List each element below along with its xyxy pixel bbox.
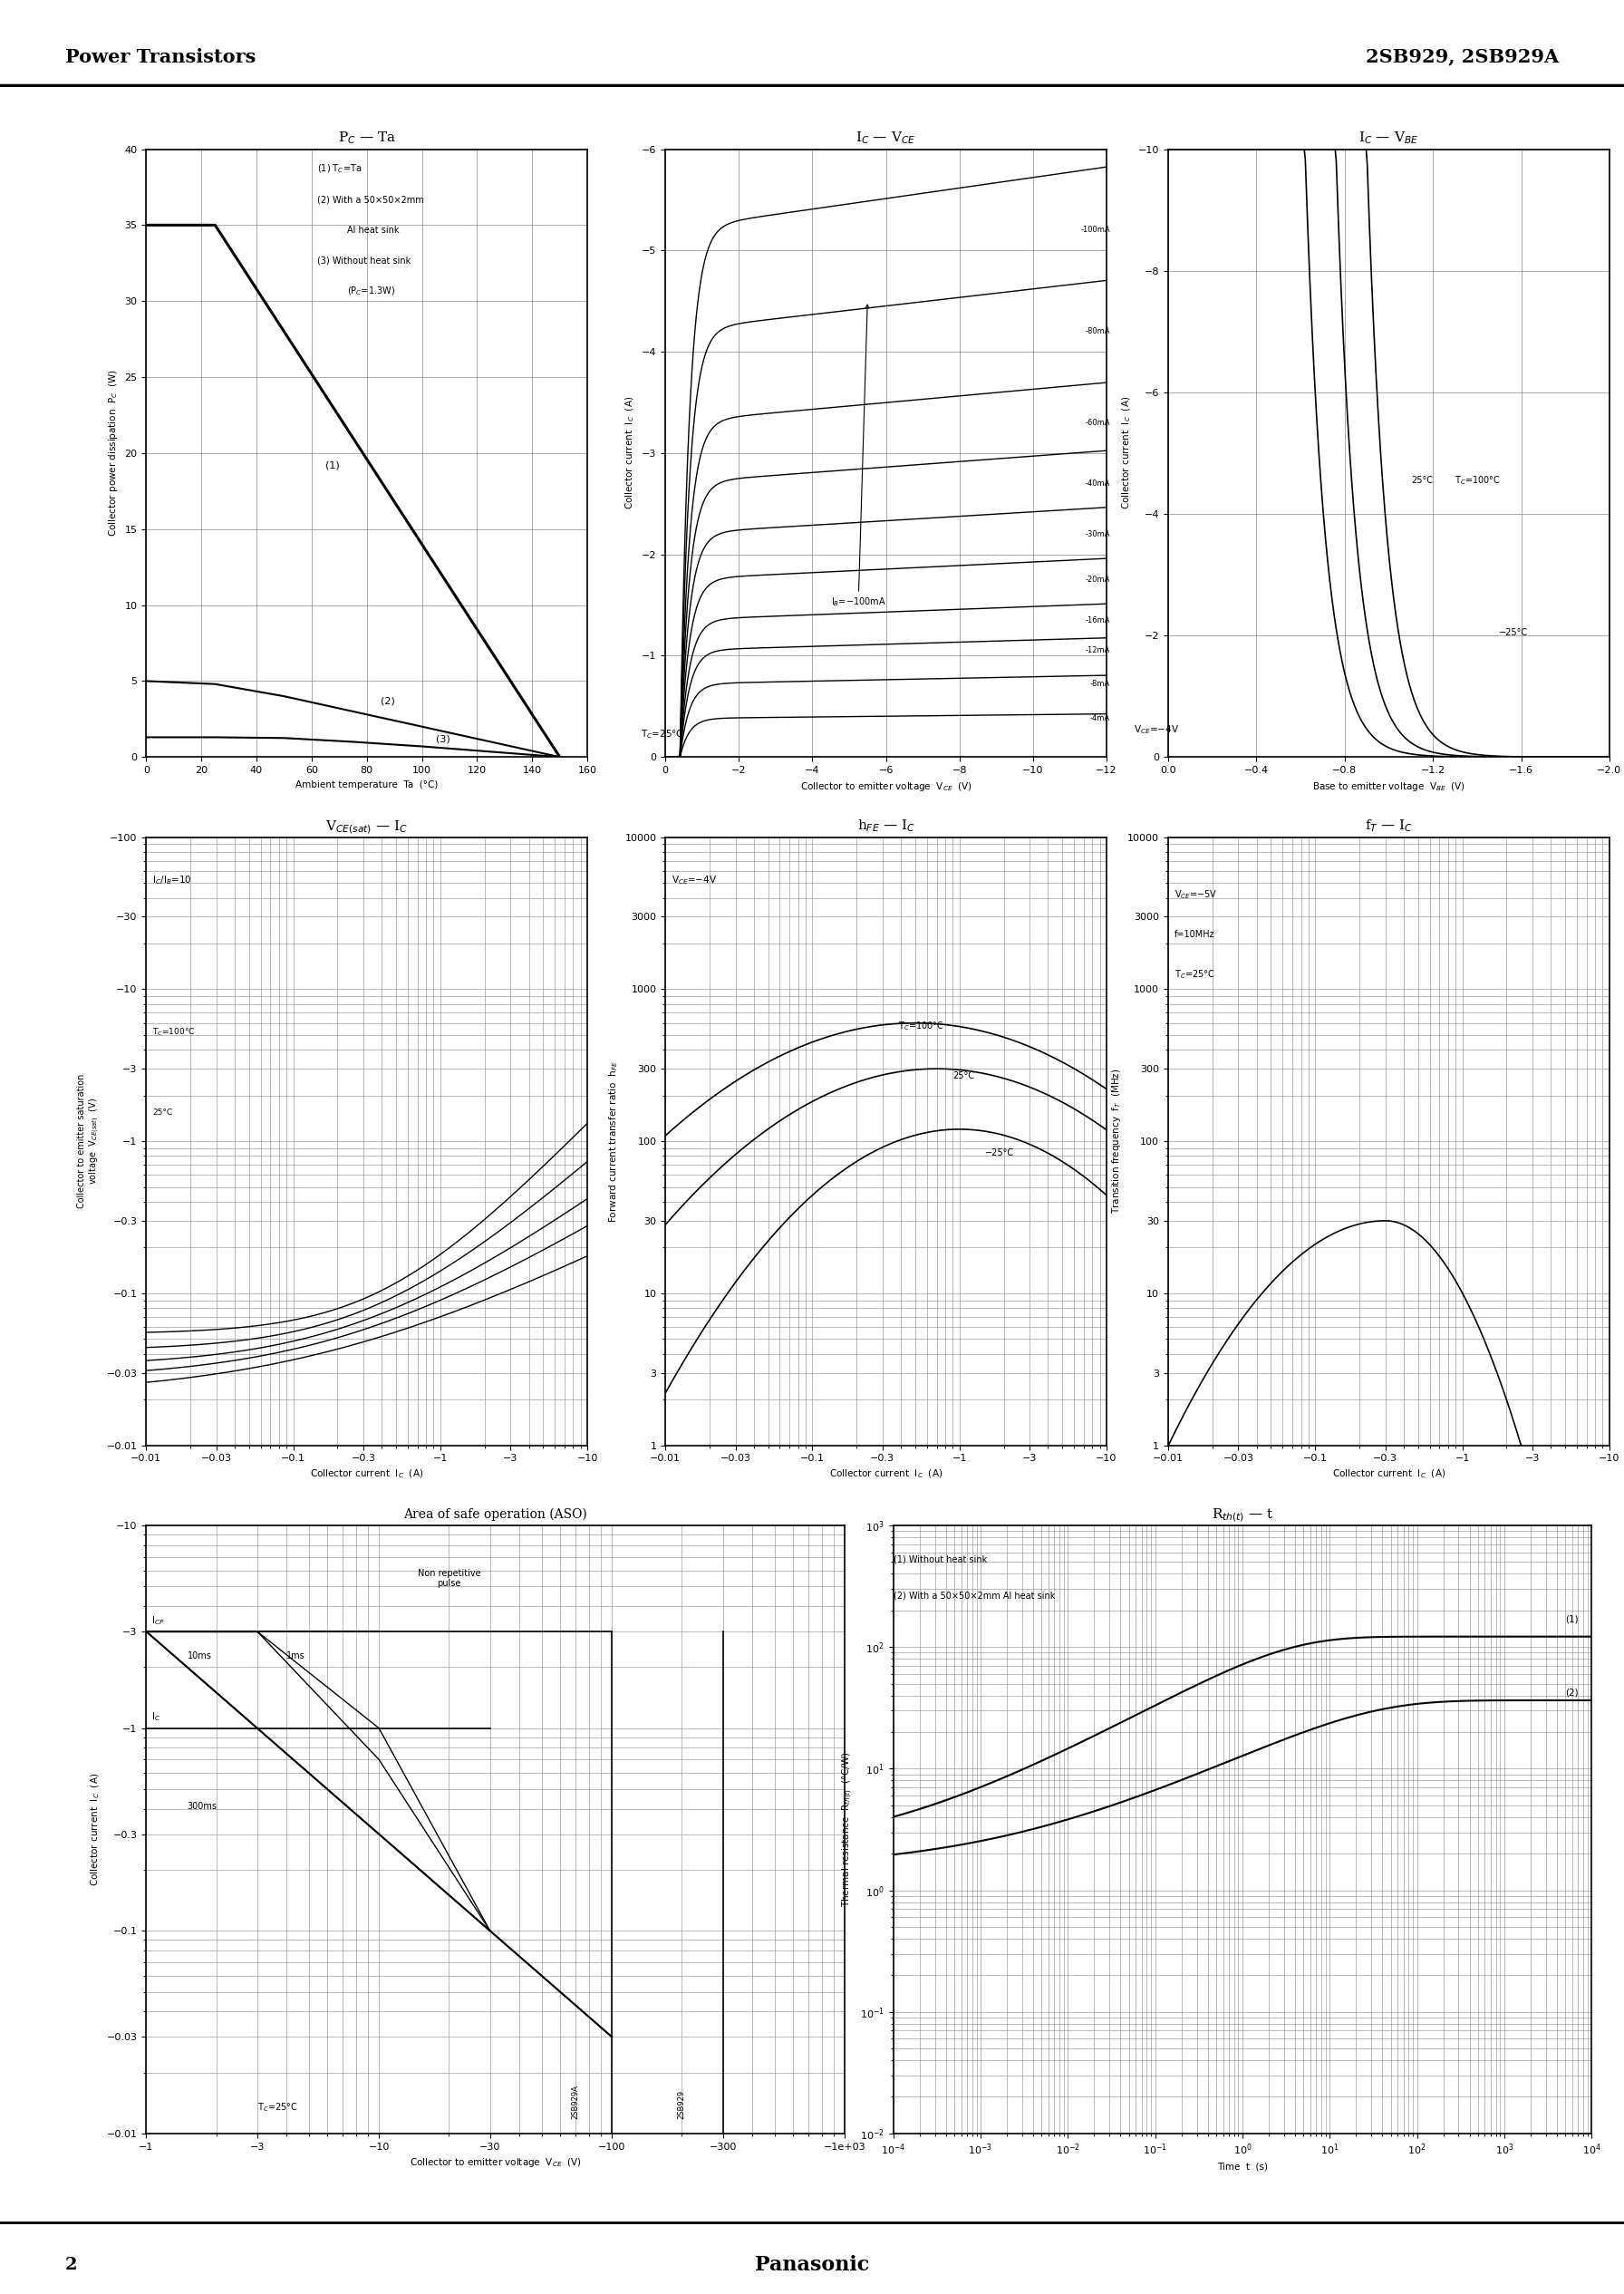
- Text: (3): (3): [435, 734, 450, 743]
- Y-axis label: Collector power dissipation  P$_C$  (W): Collector power dissipation P$_C$ (W): [107, 369, 120, 537]
- Title: Area of safe operation (ASO): Area of safe operation (ASO): [403, 1507, 588, 1521]
- Title: I$_C$ — V$_{BE}$: I$_C$ — V$_{BE}$: [1359, 131, 1419, 147]
- Y-axis label: Forward current transfer ratio  h$_{FE}$: Forward current transfer ratio h$_{FE}$: [607, 1060, 620, 1223]
- Text: (2) With a 50×50×2mm: (2) With a 50×50×2mm: [317, 195, 424, 204]
- X-axis label: Base to emitter voltage  V$_{BE}$  (V): Base to emitter voltage V$_{BE}$ (V): [1312, 780, 1465, 794]
- Text: 300ms: 300ms: [187, 1801, 218, 1810]
- Title: R$_{th(t)}$ — t: R$_{th(t)}$ — t: [1212, 1507, 1273, 1523]
- Y-axis label: Thermal resistance  R$_{th(t)}$  (°C/W): Thermal resistance R$_{th(t)}$ (°C/W): [841, 1753, 854, 1906]
- X-axis label: Collector to emitter voltage  V$_{CE}$  (V): Collector to emitter voltage V$_{CE}$ (V…: [799, 780, 973, 794]
- Text: T$_C$=25°C: T$_C$=25°C: [640, 727, 684, 741]
- Text: 25°C: 25°C: [1411, 477, 1432, 486]
- Text: T$_C$=100°C: T$_C$=100°C: [1455, 475, 1501, 486]
- X-axis label: Collector current  I$_C$  (A): Collector current I$_C$ (A): [310, 1468, 424, 1480]
- Text: -100mA: -100mA: [1080, 227, 1111, 234]
- Text: Non repetitive
pulse: Non repetitive pulse: [417, 1569, 481, 1587]
- Text: −25°C: −25°C: [986, 1149, 1015, 1158]
- X-axis label: Collector current  I$_C$  (A): Collector current I$_C$ (A): [830, 1468, 942, 1480]
- Y-axis label: Collector current  I$_C$  (A): Collector current I$_C$ (A): [89, 1773, 102, 1886]
- Text: -12mA: -12mA: [1085, 647, 1111, 654]
- Text: T$_C$=25°C: T$_C$=25°C: [257, 2101, 297, 2113]
- X-axis label: Collector to emitter voltage  V$_{CE}$  (V): Collector to emitter voltage V$_{CE}$ (V…: [409, 2156, 581, 2170]
- Title: h$_{FE}$ — I$_C$: h$_{FE}$ — I$_C$: [857, 819, 914, 835]
- Text: (2): (2): [380, 697, 395, 707]
- Y-axis label: Collector current  I$_C$  (A): Collector current I$_C$ (A): [1121, 397, 1134, 509]
- Text: -30mA: -30mA: [1085, 530, 1111, 539]
- Text: I$_{CP}$: I$_{CP}$: [151, 1615, 164, 1626]
- Text: 2SB929, 2SB929A: 2SB929, 2SB929A: [1366, 48, 1559, 67]
- Text: -80mA: -80mA: [1085, 328, 1111, 335]
- Text: -4mA: -4mA: [1090, 713, 1111, 723]
- Title: P$_C$ — Ta: P$_C$ — Ta: [338, 131, 396, 147]
- Text: 10ms: 10ms: [187, 1652, 211, 1661]
- Text: T$_C$=100°C: T$_C$=100°C: [898, 1019, 945, 1032]
- Text: 25°C: 25°C: [153, 1108, 172, 1117]
- Text: (1): (1): [1566, 1615, 1579, 1624]
- X-axis label: Time  t  (s): Time t (s): [1216, 2163, 1268, 2172]
- Text: I$_B$=−100mA: I$_B$=−100mA: [831, 305, 887, 608]
- Text: (1): (1): [325, 461, 339, 470]
- Text: −25°C: −25°C: [1499, 629, 1528, 638]
- Text: V$_{CE}$=−5V: V$_{CE}$=−5V: [1174, 888, 1216, 902]
- Text: V$_{CE}$=−4V: V$_{CE}$=−4V: [1134, 723, 1179, 736]
- Text: 1ms: 1ms: [286, 1652, 305, 1661]
- Text: I$_C$: I$_C$: [151, 1711, 161, 1723]
- Text: 25°C: 25°C: [953, 1071, 974, 1080]
- Text: (2) With a 50×50×2mm Al heat sink: (2) With a 50×50×2mm Al heat sink: [893, 1592, 1056, 1601]
- Text: Al heat sink: Al heat sink: [348, 225, 400, 234]
- Y-axis label: Transition frequency  f$_T$  (MHz): Transition frequency f$_T$ (MHz): [1109, 1069, 1122, 1214]
- Text: I$_C$/I$_B$=10: I$_C$/I$_B$=10: [153, 874, 192, 885]
- Text: -20mA: -20mA: [1085, 576, 1111, 583]
- Text: (1) T$_C$=Ta: (1) T$_C$=Ta: [317, 163, 362, 174]
- Title: I$_C$ — V$_{CE}$: I$_C$ — V$_{CE}$: [856, 131, 916, 147]
- Text: T$_C$=25°C: T$_C$=25°C: [1174, 968, 1215, 982]
- Text: T$_C$=100°C: T$_C$=100°C: [153, 1028, 195, 1039]
- Y-axis label: Collector current  I$_C$  (A): Collector current I$_C$ (A): [624, 397, 637, 509]
- Text: -16mA: -16mA: [1085, 617, 1111, 624]
- Text: Power Transistors: Power Transistors: [65, 48, 255, 67]
- Text: f=10MHz: f=10MHz: [1174, 929, 1215, 938]
- Text: (3) Without heat sink: (3) Without heat sink: [317, 257, 411, 264]
- Text: -60mA: -60mA: [1085, 418, 1111, 427]
- X-axis label: Ambient temperature  Ta  (°C): Ambient temperature Ta (°C): [296, 780, 438, 789]
- Title: V$_{CE(sat)}$ — I$_C$: V$_{CE(sat)}$ — I$_C$: [325, 819, 408, 835]
- Text: 2SB929A: 2SB929A: [572, 2085, 580, 2120]
- Text: (1) Without heat sink: (1) Without heat sink: [893, 1555, 987, 1565]
- Text: (2): (2): [1566, 1688, 1579, 1698]
- Text: -40mA: -40mA: [1085, 479, 1111, 489]
- Text: V$_{CE}$=−4V: V$_{CE}$=−4V: [671, 874, 716, 885]
- Y-axis label: Collector to emitter saturation
voltage  V$_{CE(sat)}$  (V): Collector to emitter saturation voltage …: [76, 1074, 102, 1209]
- Text: -8mA: -8mA: [1090, 679, 1111, 688]
- Title: f$_T$ — I$_C$: f$_T$ — I$_C$: [1364, 819, 1413, 835]
- Text: Panasonic: Panasonic: [755, 2255, 869, 2276]
- Text: 2SB929: 2SB929: [677, 2090, 685, 2120]
- X-axis label: Collector current  I$_C$  (A): Collector current I$_C$ (A): [1332, 1468, 1445, 1480]
- Text: (P$_C$=1.3W): (P$_C$=1.3W): [348, 284, 396, 296]
- Text: 2: 2: [65, 2257, 78, 2273]
